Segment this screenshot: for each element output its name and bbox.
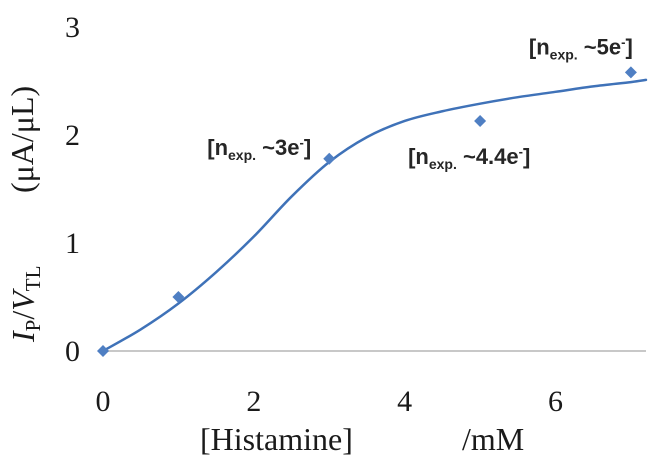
- annotation-value: ~3e: [256, 135, 299, 160]
- annotation-suffix: ]: [304, 135, 311, 160]
- point-annotation: [nexp. ~3e-]: [207, 135, 311, 163]
- annotation-prefix: [n: [529, 34, 550, 59]
- data-points: [97, 66, 637, 357]
- annotation-subscript: exp.: [429, 156, 457, 172]
- y-tick-label: 2: [65, 119, 80, 152]
- y-ticks: 0 1 2 3: [65, 11, 80, 368]
- data-point: [97, 345, 109, 357]
- data-point: [323, 152, 336, 165]
- x-axis-unit: /mM: [462, 421, 524, 457]
- y-tick-label: 3: [65, 11, 80, 44]
- y-axis-unit: (μA/μL): [4, 86, 40, 193]
- annotation-subscript: exp.: [228, 147, 256, 163]
- y-tick-label: 0: [65, 335, 80, 368]
- annotations: [nexp. ~3e-] [nexp. ~4.4e-][nexp. ~5e-]: [207, 34, 633, 172]
- annotation-suffix: ]: [523, 144, 530, 169]
- data-point: [624, 66, 637, 79]
- point-annotation: [nexp. ~5e-]: [529, 34, 633, 62]
- y-axis-title: IP/VTL (μA/μL): [4, 86, 45, 343]
- data-point: [172, 291, 185, 303]
- annotation-value: ~5e: [578, 34, 621, 59]
- y-label-slash: /: [5, 311, 41, 320]
- x-axis-title: [Histamine] /mM: [200, 421, 524, 457]
- annotation-superscript: -: [299, 135, 303, 150]
- x-ticks: 0 2 4 6: [96, 385, 564, 418]
- y-axis-title-main: IP/VTL: [5, 266, 45, 343]
- annotation-subscript: exp.: [550, 46, 578, 62]
- x-tick-label: 6: [548, 385, 563, 418]
- y-label-v: V: [5, 288, 41, 311]
- annotation-superscript: -: [519, 144, 523, 159]
- annotation-superscript: -: [621, 34, 625, 49]
- x-tick-label: 4: [397, 385, 412, 418]
- x-tick-label: 0: [96, 385, 111, 418]
- x-tick-label: 2: [246, 385, 261, 418]
- annotation-prefix: [n: [207, 135, 228, 160]
- y-label-i: I: [5, 330, 41, 343]
- y-tick-label: 1: [65, 227, 80, 260]
- fit-curve: [101, 78, 648, 353]
- data-point: [474, 114, 487, 127]
- y-label-sub1: P: [21, 320, 45, 332]
- annotation-suffix: ]: [625, 34, 632, 59]
- y-label-sub2: TL: [21, 266, 45, 292]
- annotation-value: ~4.4e: [457, 144, 519, 169]
- x-axis-title-main: [Histamine]: [200, 421, 353, 457]
- annotation-prefix: [n: [408, 144, 429, 169]
- point-annotation: [nexp. ~4.4e-]: [408, 144, 530, 172]
